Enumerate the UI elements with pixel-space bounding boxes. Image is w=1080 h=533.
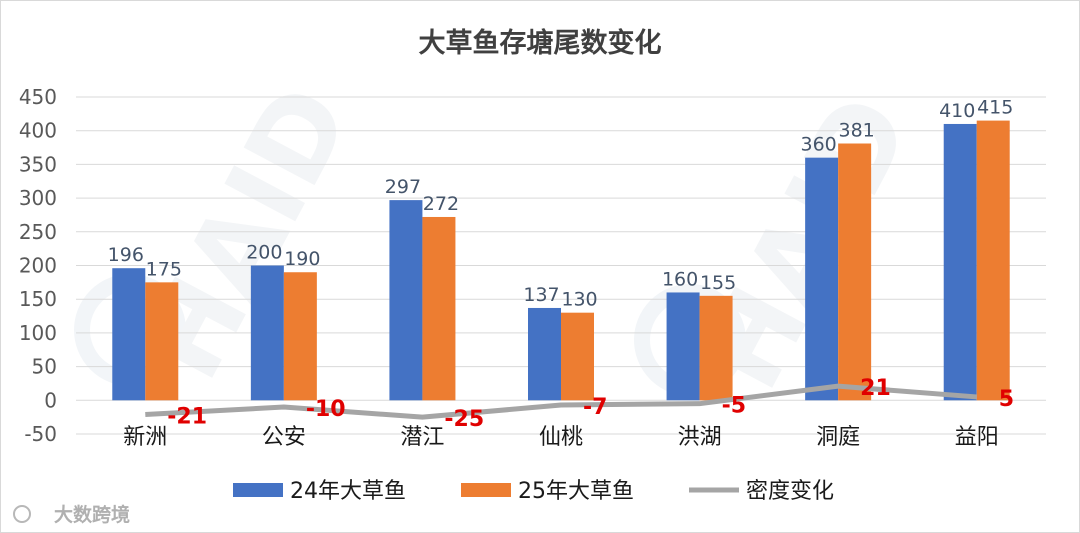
bar-value-label: 130 — [561, 289, 597, 311]
category-label: 仙桃 — [539, 425, 583, 450]
density-value-label: -7 — [583, 395, 607, 420]
bar-24 — [389, 200, 423, 401]
legend-label: 密度变化 — [746, 479, 834, 504]
y-tick-label: 350 — [19, 152, 57, 176]
y-tick-label: 200 — [19, 254, 57, 278]
bar-value-label: 272 — [423, 193, 459, 215]
y-tick-label: 400 — [19, 119, 57, 143]
bar-25 — [838, 143, 872, 401]
category-label: 洪湖 — [678, 425, 722, 450]
bar-24 — [943, 123, 977, 401]
chart-title: 大草鱼存塘尾数变化 — [419, 27, 662, 59]
bar-24 — [250, 265, 284, 401]
watermark: 大数跨境 — [13, 503, 130, 526]
density-polyline — [145, 383, 977, 420]
bar-25 — [699, 295, 733, 401]
density-value-label: -21 — [167, 404, 207, 429]
bar-25 — [422, 216, 456, 401]
bar-24 — [112, 268, 146, 401]
bar-25 — [283, 272, 317, 401]
y-tick-label: 100 — [19, 321, 57, 345]
y-tick-label: 150 — [19, 287, 57, 311]
category-label: 新洲 — [123, 425, 167, 450]
watermark-icon — [13, 505, 31, 523]
category-label: 洞庭 — [816, 425, 860, 450]
density-value-label: -25 — [444, 407, 484, 432]
bar-value-label: 200 — [246, 242, 282, 264]
x-axis-categories: 新洲 公安 潜江 仙桃 洪湖 洞庭 益阳 — [123, 425, 998, 450]
bar-value-label: 155 — [700, 272, 736, 294]
density-line — [145, 383, 977, 420]
density-value-label: -10 — [306, 397, 346, 422]
y-tick-label: 450 — [19, 85, 57, 109]
bar-24 — [528, 307, 561, 401]
category-label: 潜江 — [400, 425, 444, 450]
bar-24 — [666, 292, 700, 401]
bar-value-label: 381 — [839, 120, 875, 142]
watermark-text: 大数跨境 — [54, 503, 130, 526]
bar-value-label: 410 — [939, 100, 975, 122]
legend: 24年大草鱼 25年大草鱼 密度变化 — [233, 479, 834, 504]
category-label: 益阳 — [955, 425, 999, 450]
data-labels: 196 200 297 137 160 360 410 175 190 272 130 155 381 4… — [108, 97, 1014, 433]
bar-value-label: 196 — [108, 244, 144, 266]
legend-label: 25年大草鱼 — [518, 479, 634, 504]
bar-value-label: 415 — [977, 97, 1013, 119]
density-value-label: 21 — [860, 376, 891, 401]
y-tick-label: -50 — [24, 422, 57, 446]
bar-value-label: 160 — [662, 268, 698, 290]
y-tick-label: 250 — [19, 220, 57, 244]
legend-swatch — [233, 483, 283, 497]
bar-value-label: 175 — [146, 258, 182, 280]
bar-value-label: 190 — [284, 248, 320, 270]
bar-value-label: 297 — [385, 176, 421, 198]
legend-label: 24年大草鱼 — [290, 479, 406, 504]
bar-value-label: 360 — [801, 134, 837, 156]
bar-24 — [805, 157, 839, 401]
y-tick-label: 50 — [32, 355, 57, 379]
bar-25 — [561, 312, 594, 401]
density-value-label: -5 — [722, 394, 746, 419]
bar-25 — [145, 282, 179, 401]
bar-25 — [976, 120, 1010, 401]
density-value-label: 5 — [999, 387, 1014, 412]
y-axis-ticks: -50 0 50 100 150 200 250 300 350 400 450 — [19, 85, 57, 446]
bars — [112, 120, 1010, 401]
y-tick-label: 300 — [19, 186, 57, 210]
legend-swatch — [461, 483, 511, 497]
bar-value-label: 137 — [523, 284, 559, 306]
y-tick-label: 0 — [44, 388, 57, 412]
category-label: 公安 — [262, 425, 306, 450]
